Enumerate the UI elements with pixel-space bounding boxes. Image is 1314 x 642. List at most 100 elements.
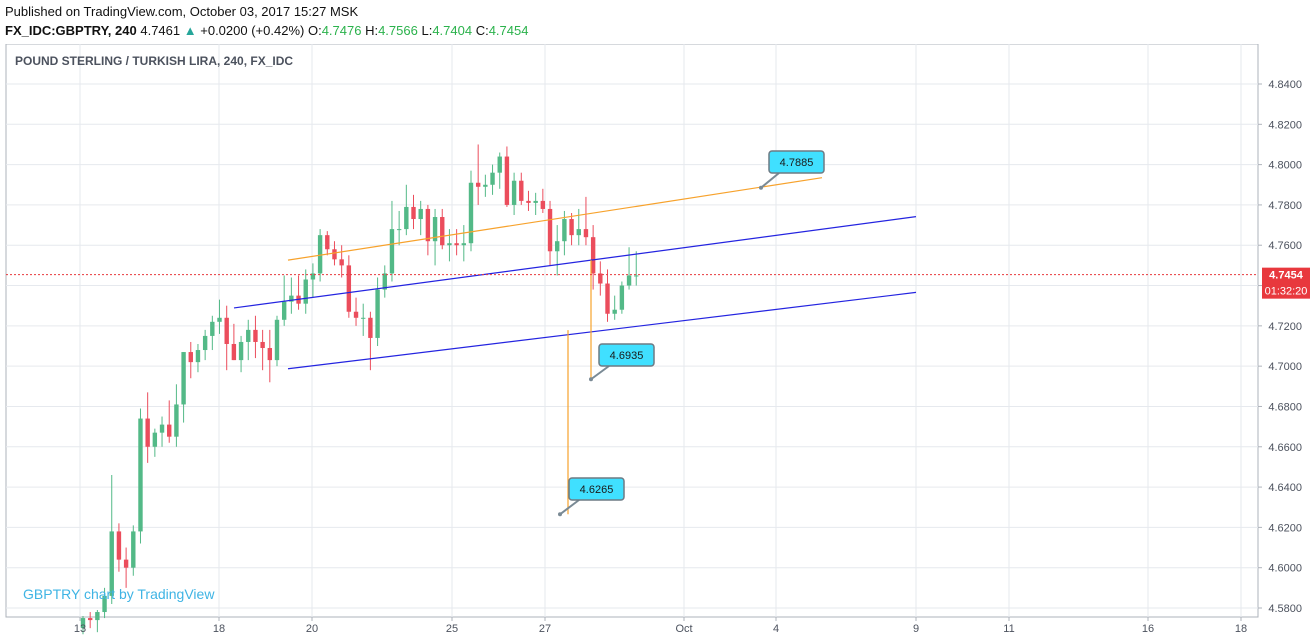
- candle-body: [396, 229, 402, 231]
- candle-body: [159, 424, 165, 433]
- symbol-name[interactable]: FX_IDC:GBPTRY, 240: [5, 23, 137, 38]
- candle-body: [547, 208, 553, 252]
- candle-body: [123, 559, 129, 568]
- candle: [368, 311, 373, 371]
- candle: [396, 210, 402, 246]
- open-value: 4.7476: [321, 23, 362, 38]
- candle: [490, 164, 495, 195]
- candle: [181, 352, 186, 423]
- candle: [590, 225, 596, 290]
- candle-body: [346, 265, 352, 312]
- candle: [102, 587, 107, 619]
- candle-body: [195, 350, 201, 363]
- candle: [612, 295, 617, 320]
- candle: [389, 200, 395, 282]
- published-note: Published on TradingView.com, October 03…: [5, 4, 359, 19]
- candle-body: [533, 200, 538, 203]
- callout-anchor: [759, 185, 763, 190]
- candle-body: [317, 235, 323, 274]
- candle-body: [116, 531, 122, 560]
- x-tick-label: 25: [446, 623, 458, 635]
- candle: [598, 261, 603, 296]
- candle: [188, 341, 193, 379]
- candle-body: [576, 229, 581, 236]
- candle-body: [605, 283, 610, 314]
- candle: [483, 174, 488, 197]
- low-value: 4.7404: [432, 23, 473, 38]
- candle-body: [145, 418, 150, 447]
- grid: [6, 44, 1258, 617]
- candle-body: [475, 182, 481, 187]
- time-axis[interactable]: 13 18 20 25 27 Oct 4 9 11 16 18: [74, 617, 1247, 635]
- candle: [159, 416, 165, 447]
- candle: [447, 229, 452, 262]
- candle-body: [102, 595, 107, 613]
- y-tick-label: 4.7600: [1268, 240, 1302, 252]
- candle-body: [210, 321, 215, 336]
- candle: [95, 610, 100, 633]
- price-callout[interactable]: 4.6265: [558, 477, 625, 517]
- candle-body: [267, 348, 273, 361]
- candle-body: [332, 249, 337, 260]
- candle: [325, 231, 330, 256]
- price-chart[interactable]: POUND STERLING / TURKISH LIRA, 240, FX_I…: [0, 44, 1314, 642]
- candle: [303, 269, 308, 314]
- low-label: L:: [421, 23, 433, 38]
- candle-body: [404, 206, 409, 230]
- price-callout[interactable]: 4.7885: [759, 150, 825, 190]
- candle: [238, 335, 244, 373]
- candle: [260, 329, 265, 371]
- candle-body: [303, 279, 308, 304]
- y-tick-label: 4.6800: [1268, 401, 1302, 413]
- candle: [138, 408, 143, 544]
- candle: [468, 170, 474, 252]
- candle: [339, 245, 344, 278]
- callout-pointer: [559, 499, 580, 516]
- price-callout[interactable]: 4.6935: [589, 343, 655, 382]
- high-value: 4.7566: [378, 23, 418, 38]
- candle-body: [361, 317, 366, 319]
- candle-body: [526, 200, 531, 203]
- drawings-layer[interactable]: [233, 177, 917, 515]
- candle: [547, 200, 553, 266]
- candle-body: [131, 531, 136, 568]
- candle: [511, 172, 517, 215]
- callouts-layer[interactable]: 4.7885 4.6935 4.6265: [558, 150, 825, 517]
- candle: [411, 194, 416, 230]
- candle: [310, 263, 316, 298]
- candle-body: [447, 243, 452, 246]
- candle-body: [188, 352, 193, 363]
- chart-title: POUND STERLING / TURKISH LIRA, 240, FX_I…: [15, 54, 293, 68]
- y-tick-label: 4.6200: [1268, 522, 1302, 534]
- candle: [619, 281, 625, 314]
- candle-body: [231, 343, 237, 361]
- close-value: 4.7454: [488, 23, 529, 38]
- candle-body: [562, 219, 567, 242]
- candle-body: [339, 259, 344, 266]
- candle-body: [246, 329, 251, 342]
- x-tick-label: 18: [1235, 623, 1247, 635]
- candle-body: [389, 229, 395, 274]
- candle: [145, 392, 150, 463]
- candle-body: [432, 217, 438, 242]
- y-tick-label: 4.6000: [1268, 563, 1302, 575]
- candle-body: [224, 317, 229, 344]
- candle: [440, 208, 445, 250]
- candle: [454, 229, 459, 256]
- candle-body: [612, 309, 617, 314]
- candle: [634, 251, 639, 286]
- candle-body: [289, 295, 294, 302]
- candle: [131, 525, 136, 576]
- x-tick-label: 20: [306, 623, 318, 635]
- candle: [253, 315, 258, 359]
- callout-label: 4.6265: [580, 484, 614, 496]
- candle: [80, 616, 86, 635]
- candle: [418, 200, 423, 236]
- callout-pointer: [760, 172, 780, 189]
- current-price-value: 4.7454: [1269, 270, 1304, 282]
- candle: [346, 255, 352, 318]
- candle: [87, 612, 93, 629]
- candle: [425, 204, 431, 256]
- price-axis[interactable]: 4.5800 4.6000 4.6200 4.6400 4.6600 4.6800 4.70…: [1258, 79, 1302, 615]
- y-tick-label: 4.8200: [1268, 119, 1302, 131]
